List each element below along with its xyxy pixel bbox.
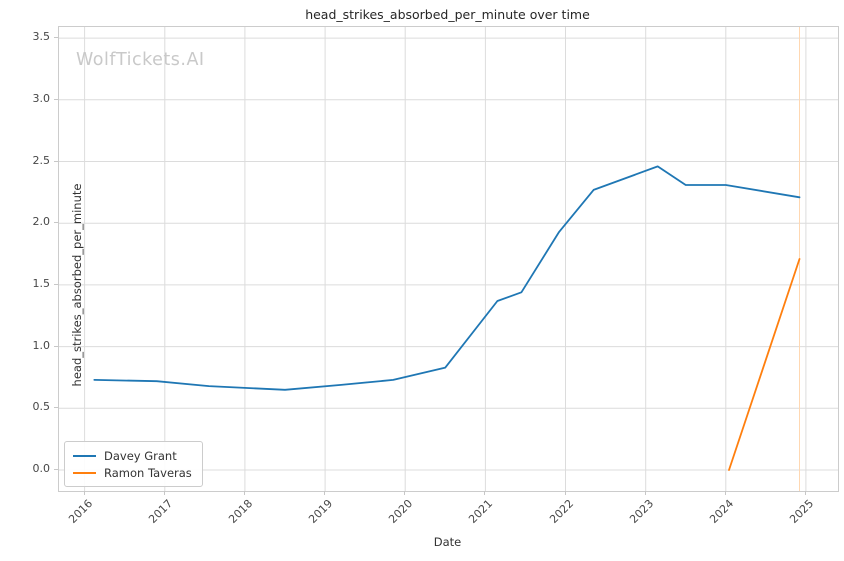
x-tick-label: 2023 [626, 497, 656, 526]
legend-label: Ramon Taveras [104, 465, 192, 480]
legend-box: Davey Grant Ramon Taveras [64, 441, 203, 487]
x-tick-label: 2022 [546, 497, 576, 526]
y-tick-mark [54, 407, 58, 408]
y-tick-label: 1.0 [32, 338, 51, 352]
x-tick-mark [84, 491, 85, 495]
y-tick-label: 3.5 [32, 30, 51, 44]
x-axis-label: Date [433, 535, 462, 549]
x-tick-mark [805, 491, 806, 495]
y-tick-mark [54, 469, 58, 470]
y-axis-label: head_strikes_absorbed_per_minute [70, 183, 84, 387]
y-tick-mark [54, 37, 58, 38]
x-tick-label: 2021 [466, 497, 496, 526]
x-tick-label: 2018 [226, 497, 256, 526]
legend-label: Davey Grant [104, 448, 177, 463]
x-tick-mark [244, 491, 245, 495]
y-tick-label: 0.0 [32, 462, 51, 476]
x-tick-mark [645, 491, 646, 495]
y-tick-mark [54, 284, 58, 285]
legend-item: Davey Grant [73, 447, 192, 464]
x-tick-mark [484, 491, 485, 495]
series-line-davey-grant [93, 165, 801, 391]
y-tick-mark [54, 99, 58, 100]
y-tick-label: 1.5 [32, 276, 51, 290]
watermark: WolfTickets.AI [76, 50, 205, 70]
legend-item: Ramon Taveras [73, 464, 192, 481]
x-tick-mark [565, 491, 566, 495]
y-tick-label: 3.0 [32, 91, 51, 105]
x-tick-label: 2024 [706, 497, 736, 526]
legend-line-swatch-davey-grant [73, 454, 96, 457]
chart-title: head_strikes_absorbed_per_minute over ti… [305, 7, 590, 22]
plot-area: head_strikes_absorbed_per_minute [58, 26, 839, 492]
y-tick-label: 2.0 [32, 215, 51, 229]
y-tick-label: 2.5 [32, 153, 51, 167]
legend-line-swatch-ramon-taveras [73, 471, 96, 474]
x-tick-mark [164, 491, 165, 495]
x-tick-label: 2025 [787, 497, 817, 526]
y-tick-mark [54, 161, 58, 162]
y-tick-mark [54, 346, 58, 347]
x-tick-mark [324, 491, 325, 495]
x-tick-label: 2017 [145, 497, 175, 526]
x-tick-label: 2016 [65, 497, 95, 526]
plot-canvas [59, 27, 838, 491]
x-tick-mark [404, 491, 405, 495]
y-tick-mark [54, 222, 58, 223]
series-line-ramon-taveras [728, 258, 801, 471]
x-tick-label: 2019 [306, 497, 336, 526]
y-tick-label: 0.5 [32, 400, 51, 414]
x-tick-mark [725, 491, 726, 495]
x-tick-label: 2020 [386, 497, 416, 526]
